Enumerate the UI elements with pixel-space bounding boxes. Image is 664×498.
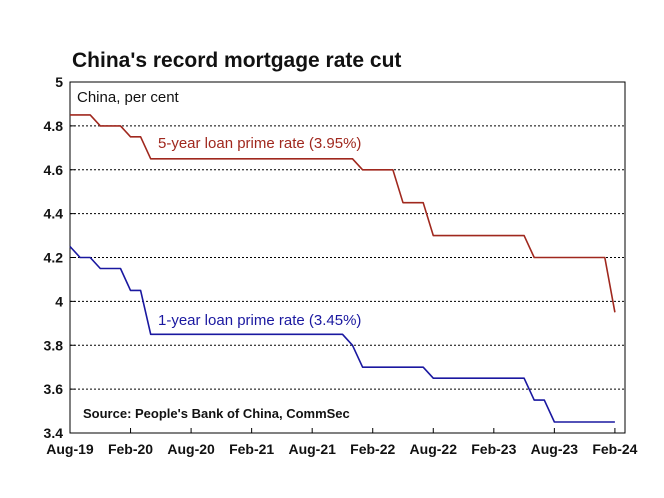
- y-axis: 3.4 3.6 3.8 4 4.2 4.4 4.6 4.8 5: [44, 74, 75, 441]
- series-label-1yr: 1-year loan prime rate (3.45%): [158, 312, 361, 329]
- chart-title: China's record mortgage rate cut: [72, 49, 401, 72]
- x-tick-label: Aug-23: [531, 441, 579, 457]
- x-tick-label: Aug-21: [288, 441, 336, 457]
- x-tick-label: Feb-22: [350, 441, 395, 457]
- x-tick-label: Feb-24: [592, 441, 637, 457]
- y-tick-label: 4.6: [44, 162, 64, 178]
- x-tick-label: Feb-20: [108, 441, 153, 457]
- y-tick-label: 3.4: [44, 425, 64, 441]
- x-tick-label: Aug-19: [46, 441, 94, 457]
- x-tick-label: Feb-21: [229, 441, 274, 457]
- source-note: Source: People's Bank of China, CommSec: [83, 406, 350, 421]
- x-tick-label: Aug-22: [410, 441, 458, 457]
- series-line-0: [70, 114, 616, 313]
- series-lines: [69, 114, 616, 423]
- gridlines: [70, 125, 625, 390]
- x-axis: Aug-19 Feb-20 Aug-20 Feb-21 Aug-21 Feb-22 Aug-…: [46, 428, 638, 457]
- y-tick-label: 4.4: [44, 206, 64, 222]
- series-line-1: [69, 245, 615, 423]
- y-tick-label: 3.6: [44, 381, 64, 397]
- y-tick-label: 3.8: [44, 337, 64, 353]
- y-tick-label: 4.8: [44, 118, 64, 134]
- series-label-5yr: 5-year loan prime rate (3.95%): [158, 135, 361, 152]
- x-tick-label: Feb-23: [471, 441, 516, 457]
- unit-label: China, per cent: [77, 89, 180, 106]
- y-tick-label: 4.2: [44, 250, 64, 266]
- y-tick-label: 4: [55, 293, 63, 309]
- x-tick-label: Aug-20: [167, 441, 215, 457]
- y-tick-label: 5: [55, 74, 63, 90]
